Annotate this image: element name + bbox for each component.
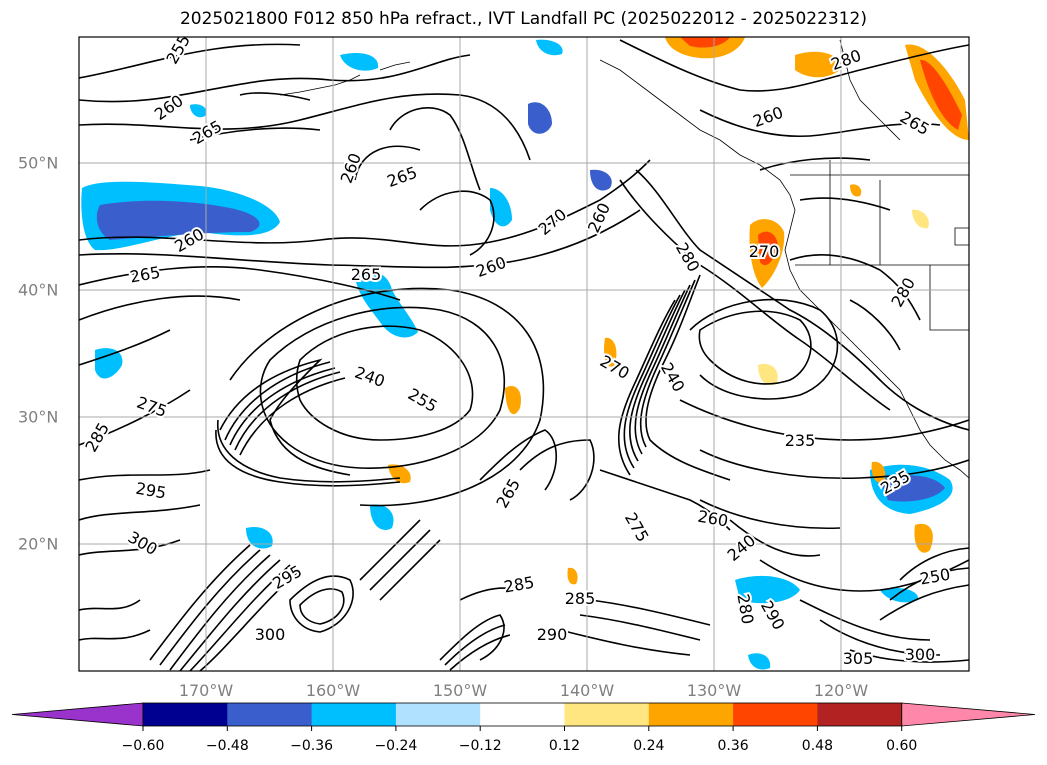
contour-label-halo: 270 bbox=[749, 242, 780, 261]
colorbar-segment bbox=[143, 703, 228, 726]
lon-label-160w: 160°W bbox=[305, 681, 361, 700]
contour-label-halo: 300 bbox=[905, 645, 936, 664]
contour-label-halo: 305 bbox=[843, 649, 874, 668]
contour-label-halo: 235 bbox=[785, 431, 816, 450]
lat-label-30n: 30°N bbox=[18, 407, 59, 427]
contour-label: 285 bbox=[565, 589, 596, 608]
colorbar-segment bbox=[311, 703, 397, 726]
colorbar-tick-label: −0.60 bbox=[121, 738, 165, 754]
colorbar-tick-label: 0.36 bbox=[717, 738, 749, 754]
colorbar-segment bbox=[733, 703, 818, 726]
lon-label-170w: 170°W bbox=[178, 681, 234, 700]
colorbar-frame bbox=[142, 702, 903, 727]
colorbar-segment bbox=[227, 703, 313, 726]
contour-label: 235 bbox=[785, 431, 816, 450]
lon-label-130w: 130°W bbox=[686, 681, 742, 700]
map-frame bbox=[78, 36, 970, 672]
colorbar-tick-label: −0.48 bbox=[205, 738, 249, 754]
contour-label: 270 bbox=[749, 242, 780, 261]
refractivity-contours bbox=[79, 39, 969, 671]
colorbar-tick-label: −0.36 bbox=[290, 738, 334, 754]
colorbar-tick-label: 0.12 bbox=[548, 738, 581, 754]
contour-label-halo: 290 bbox=[537, 625, 568, 644]
colorbar-arrow-low bbox=[11, 702, 144, 727]
contour-label-halo: 300 bbox=[255, 625, 286, 644]
colorbar-segment bbox=[817, 703, 903, 726]
colorbar-segment bbox=[564, 703, 650, 726]
contour-label: 300 bbox=[255, 625, 286, 644]
contour-label-halo: 285 bbox=[565, 589, 596, 608]
lon-label-150w: 150°W bbox=[432, 681, 488, 700]
coastlines bbox=[279, 39, 969, 479]
colorbar-tick-label: 0.48 bbox=[801, 738, 833, 754]
contour-label: 265 bbox=[351, 265, 382, 284]
colorbar bbox=[11, 702, 1036, 731]
lon-label-140w: 140°W bbox=[559, 681, 615, 700]
colorbar-tick-label: −0.12 bbox=[458, 738, 502, 754]
colorbar-segment bbox=[480, 703, 565, 726]
colorbar-tick-label: −0.24 bbox=[374, 738, 418, 754]
contour-label: 305 bbox=[843, 649, 874, 668]
colorbar-tick-label: 0.24 bbox=[633, 738, 665, 754]
colorbar-tick-label: 0.60 bbox=[886, 738, 918, 754]
lat-label-50n: 50°N bbox=[18, 153, 59, 173]
positive-shading bbox=[388, 37, 969, 585]
lon-label-120w: 120°W bbox=[813, 681, 869, 700]
contour-label-halo: 265 bbox=[351, 265, 382, 284]
map-title: 2025021800 F012 850 hPa refract., IVT La… bbox=[179, 9, 867, 29]
gridlines bbox=[79, 37, 969, 671]
negative-shading bbox=[81, 39, 953, 670]
contour-label: 290 bbox=[537, 625, 568, 644]
colorbar-segment bbox=[648, 703, 734, 726]
lat-label-20n: 20°N bbox=[18, 534, 59, 554]
lat-label-40n: 40°N bbox=[18, 280, 59, 300]
colorbar-arrow-high bbox=[901, 702, 1036, 727]
colorbar-segment bbox=[395, 703, 481, 726]
contour-label: 300 bbox=[905, 645, 936, 664]
